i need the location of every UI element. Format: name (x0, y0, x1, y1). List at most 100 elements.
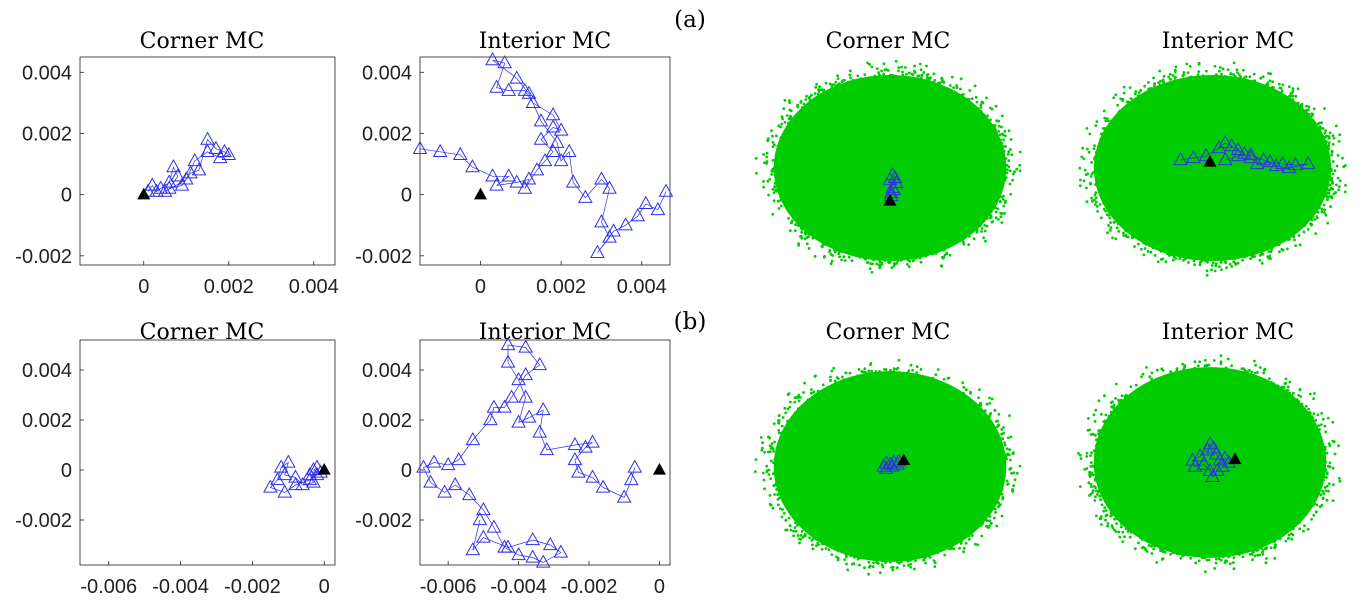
cloud-point (1179, 373, 1182, 377)
cloud-point (810, 539, 814, 542)
cloud-point (960, 238, 964, 242)
cloud-point (977, 396, 980, 400)
cloud-point (1152, 76, 1155, 80)
cloud-point (1212, 359, 1216, 362)
trajectory-line (423, 344, 636, 563)
cloud-point (1099, 515, 1103, 518)
cloud-point (1298, 527, 1302, 531)
cloud-point (777, 503, 780, 507)
cloud-point (946, 376, 950, 380)
cloud-point (988, 519, 992, 523)
cloud-point (1151, 543, 1155, 547)
cloud-point (990, 107, 994, 111)
cloud-point (1087, 150, 1091, 154)
cloud-point (803, 237, 807, 241)
cloud-point (793, 229, 797, 233)
trajectory-marker (212, 149, 228, 164)
trajectory-marker (535, 554, 551, 568)
cloud-point (1246, 370, 1249, 374)
cloud-point (1011, 452, 1015, 455)
cloud-point (1141, 372, 1145, 376)
cloud-point (1007, 150, 1011, 154)
cloud-point (1167, 545, 1171, 549)
cloud-point (815, 397, 818, 401)
cloud-point (1241, 80, 1244, 83)
cloud-point (1195, 548, 1198, 552)
cloud-point (865, 553, 869, 557)
cloud-point (1094, 124, 1098, 127)
x-tick-label: 0 (475, 276, 486, 298)
cloud-point (794, 411, 798, 415)
cloud-point (788, 101, 791, 104)
cloud-point (1240, 367, 1244, 370)
cloud-point (838, 255, 841, 259)
cloud-point (1102, 153, 1105, 156)
cloud-point (907, 78, 910, 82)
cloud-point (795, 419, 799, 423)
cloud-point (848, 371, 852, 375)
cloud-point (1109, 410, 1113, 414)
cloud-point (988, 401, 992, 405)
cloud-point (971, 112, 975, 116)
cloud-point (1330, 196, 1334, 200)
trajectory-marker (486, 519, 502, 533)
cloud-point (1229, 551, 1232, 555)
cloud-point (1295, 230, 1299, 233)
cloud-point (1106, 193, 1110, 196)
cloud-point (1248, 75, 1252, 79)
cloud-point (805, 242, 809, 246)
cloud-point (1000, 432, 1003, 436)
cloud-point (1198, 360, 1201, 364)
cloud-point (845, 562, 848, 566)
cloud-point (973, 84, 977, 88)
cloud-point (829, 91, 833, 95)
cloud-point (919, 68, 923, 72)
trajectory-marker (489, 177, 504, 191)
cloud-point (834, 543, 838, 547)
cloud-point (1183, 550, 1187, 554)
cloud-point (1197, 559, 1201, 563)
cloud-point (763, 487, 766, 491)
cloud-point (811, 543, 814, 547)
cloud-point (949, 547, 953, 551)
trajectory-marker (157, 183, 173, 197)
cloud-point (1313, 473, 1317, 477)
cloud-point (1241, 250, 1244, 254)
cloud-point (969, 390, 972, 394)
cloud-point (815, 544, 818, 547)
cloud-point (777, 441, 781, 445)
cloud-point (1118, 517, 1122, 520)
cloud-point (1321, 172, 1325, 176)
cloud-point (938, 89, 942, 93)
cloud-point (1109, 401, 1113, 404)
cloud-point (829, 262, 833, 266)
cloud-point (1117, 111, 1121, 114)
trajectory-marker (623, 471, 639, 486)
cloud-point (805, 407, 809, 410)
cloud-point (885, 254, 889, 258)
cloud-point (1228, 77, 1232, 81)
cloud-point (1305, 420, 1309, 424)
cloud-point (1002, 458, 1005, 461)
cloud-point (1320, 463, 1324, 467)
cloud-point (788, 229, 792, 233)
x-tick-label: 0.002 (536, 276, 586, 298)
cloud-point (971, 529, 975, 533)
cloud-point (1133, 245, 1136, 248)
cloud-point (1109, 423, 1113, 426)
cloud-point (1328, 175, 1332, 179)
cloud-point (1159, 540, 1163, 544)
cloud-point (991, 143, 995, 146)
cloud-point (1018, 163, 1022, 167)
cloud-core (1093, 75, 1332, 261)
cloud-point (896, 560, 899, 564)
cloud-point (989, 507, 993, 511)
cloud-point (971, 409, 975, 413)
cloud-point (967, 234, 971, 238)
cloud-point (1261, 252, 1265, 256)
cloud-point (816, 541, 820, 545)
cloud-point (843, 78, 846, 82)
axes-box (419, 56, 671, 266)
cloud-point (1298, 243, 1302, 247)
cloud-point (1310, 486, 1314, 490)
